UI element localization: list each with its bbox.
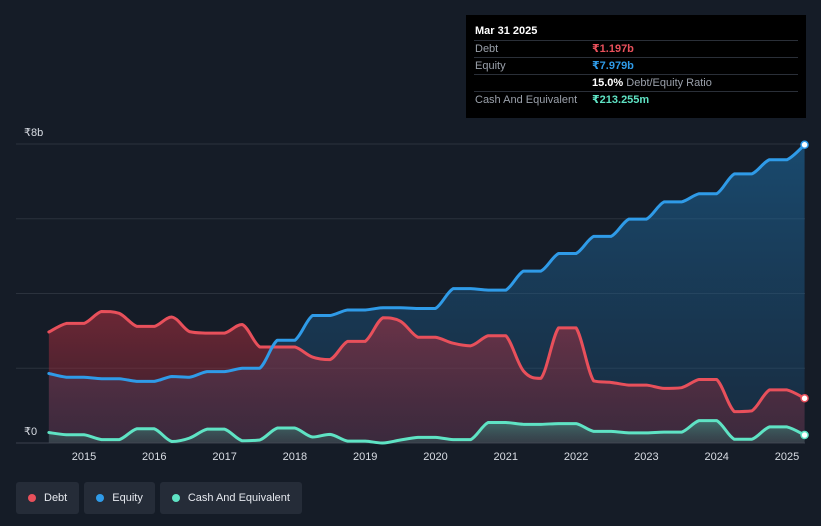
tooltip-row-debt: Debt ₹1.197b — [474, 40, 798, 57]
equity-line — [47, 143, 807, 383]
x-axis-labels: 2015 2016 2017 2018 2019 2020 2021 2022 2023 2024… — [72, 451, 799, 463]
x-tick-label: 2023 — [634, 451, 658, 463]
ratio-caption: Debt/Equity Ratio — [626, 77, 712, 89]
legend-item-equity[interactable]: Equity — [84, 482, 155, 514]
x-tick-label: 2019 — [353, 451, 377, 463]
debt-line — [47, 309, 807, 414]
series-endpoints — [800, 140, 809, 440]
x-tick-label: 2017 — [212, 451, 236, 463]
tooltip-row-equity: Equity ₹7.979b — [474, 57, 798, 74]
tooltip-label: Debt — [475, 43, 499, 55]
cash-and-equivalent-endpoint — [800, 430, 809, 440]
legend: Debt Equity Cash And Equivalent — [16, 482, 302, 514]
legend-item-cash[interactable]: Cash And Equivalent — [159, 482, 302, 514]
ratio-value: 15.0% — [592, 77, 624, 89]
debt-endpoint — [800, 394, 809, 403]
tooltip-value: ₹213.255m — [592, 94, 650, 106]
cash-and-equivalent-line — [47, 419, 807, 445]
debt-area — [48, 311, 805, 443]
x-tick-label: 2015 — [72, 451, 96, 463]
cash-and-equivalent-area — [48, 420, 805, 443]
x-tick-label: 2022 — [564, 451, 588, 463]
tooltip-panel: Mar 31 2025 Debt ₹1.197b Equity ₹7.979b … — [466, 15, 806, 118]
series-lines — [47, 143, 807, 445]
y-axis-labels: ₹8b ₹0 — [24, 127, 43, 438]
x-tick-label: 2024 — [704, 451, 728, 463]
equity-endpoint — [800, 140, 809, 150]
tooltip-date: Mar 31 2025 — [475, 25, 538, 37]
y-tick-label: ₹0 — [24, 426, 37, 438]
tooltip-row-ratio: 15.0% Debt/Equity Ratio — [474, 74, 798, 91]
legend-label: Equity — [112, 492, 143, 504]
x-tick-label: 2018 — [283, 451, 307, 463]
tooltip-value: ₹7.979b — [592, 60, 634, 72]
equity-area — [48, 144, 805, 443]
tooltip-label: Equity — [475, 60, 506, 72]
tooltip-label — [475, 75, 592, 91]
x-tick-label: 2016 — [142, 451, 166, 463]
legend-dot-icon — [96, 494, 105, 502]
legend-dot-icon — [28, 494, 36, 502]
y-tick-label: ₹8b — [24, 127, 43, 139]
tooltip-row-cash: Cash And Equivalent ₹213.255m — [474, 91, 798, 108]
legend-dot-icon — [171, 494, 180, 502]
legend-label: Cash And Equivalent — [187, 492, 290, 504]
x-tick-label: 2025 — [775, 451, 799, 463]
x-tick-label: 2020 — [423, 451, 447, 463]
tooltip-value: ₹1.197b — [592, 43, 634, 55]
tooltip-label: Cash And Equivalent — [475, 94, 578, 106]
legend-item-debt[interactable]: Debt — [16, 482, 80, 514]
series-areas — [48, 144, 805, 443]
tooltip-ratio: 15.0% Debt/Equity Ratio — [592, 75, 712, 91]
x-tick-label: 2021 — [494, 451, 518, 463]
legend-label: Debt — [44, 492, 68, 504]
